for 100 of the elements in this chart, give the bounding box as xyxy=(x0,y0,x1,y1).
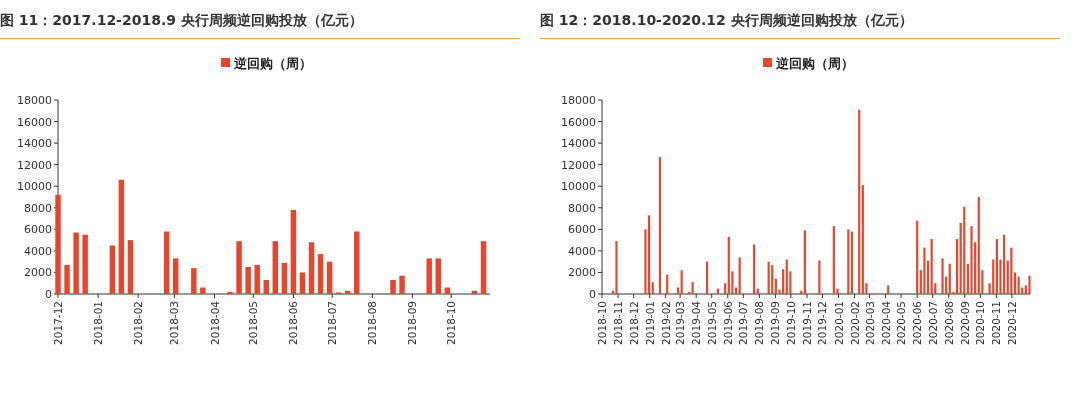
bar xyxy=(771,264,774,294)
x-tick-label: 2018-10 xyxy=(445,301,458,345)
bar xyxy=(727,236,730,294)
x-tick-label: 2017-12 xyxy=(52,301,64,345)
bar xyxy=(200,287,206,294)
bar xyxy=(1003,234,1006,294)
bar xyxy=(995,239,998,294)
x-tick-label: 2018-06 xyxy=(287,300,300,345)
bar xyxy=(73,232,79,294)
bar xyxy=(272,241,279,294)
bar xyxy=(847,229,850,294)
bar xyxy=(127,240,134,294)
x-tick-label: 2019-06 xyxy=(721,300,734,345)
y-tick-label: 6000 xyxy=(24,223,52,237)
x-tick-label: 2020-06 xyxy=(911,300,924,345)
bar xyxy=(82,234,88,294)
bar xyxy=(399,275,405,294)
x-tick-label: 2020-01 xyxy=(832,301,845,345)
y-tick-label: 0 xyxy=(589,288,596,301)
bar xyxy=(308,242,315,294)
bar xyxy=(930,239,933,294)
x-tick-label: 2019-05 xyxy=(705,301,718,345)
bar xyxy=(299,272,306,294)
y-tick-label: 8000 xyxy=(24,201,52,215)
bar xyxy=(970,226,973,294)
x-tick-label: 2019-02 xyxy=(659,301,672,345)
bar xyxy=(1017,276,1020,294)
bar xyxy=(955,239,959,294)
bar xyxy=(426,258,432,294)
x-tick-label: 2018-10 xyxy=(596,301,608,345)
x-tick-label: 2020-10 xyxy=(974,301,987,345)
y-tick-label: 4000 xyxy=(568,244,596,258)
x-tick-label: 2018-09 xyxy=(406,301,419,345)
bar xyxy=(992,259,995,294)
bar xyxy=(390,279,396,294)
x-tick-label: 2018-02 xyxy=(132,301,145,345)
y-tick-label: 14000 xyxy=(561,137,596,151)
x-tick-label: 2019-12 xyxy=(816,301,829,345)
bar xyxy=(832,226,835,294)
y-tick-label: 14000 xyxy=(17,137,52,151)
y-tick-label: 10000 xyxy=(561,180,596,194)
y-tick-label: 16000 xyxy=(17,115,52,129)
bar xyxy=(317,254,324,294)
x-tick-label: 2018-12 xyxy=(627,301,640,345)
bar xyxy=(705,261,709,294)
bar xyxy=(172,258,179,294)
x-tick-label: 2020-12 xyxy=(1005,301,1018,345)
bar xyxy=(923,247,926,294)
bar xyxy=(109,245,116,294)
legend-label: 逆回购（周） xyxy=(775,56,854,71)
x-tick-label: 2019-08 xyxy=(753,301,766,345)
y-tick-label: 0 xyxy=(45,288,52,301)
y-tick-label: 4000 xyxy=(24,244,52,258)
bar xyxy=(1028,275,1031,294)
bar xyxy=(651,282,654,294)
x-tick-label: 2018-11 xyxy=(612,301,625,345)
bar xyxy=(1010,247,1013,294)
y-tick-label: 18000 xyxy=(17,94,52,107)
bar xyxy=(236,241,242,294)
legend-label: 逆回购（周） xyxy=(233,56,312,71)
x-tick-label: 2020-09 xyxy=(958,301,971,345)
bar xyxy=(887,285,890,294)
x-tick-label: 2019-07 xyxy=(737,301,750,345)
x-tick-label: 2018-07 xyxy=(326,301,339,345)
y-tick-label: 2000 xyxy=(24,266,52,280)
bar xyxy=(738,257,741,294)
x-tick-label: 2019-04 xyxy=(690,300,703,345)
bar xyxy=(281,262,288,294)
bar xyxy=(666,274,669,294)
y-tick-label: 16000 xyxy=(561,115,596,129)
bar xyxy=(774,278,777,294)
bar xyxy=(767,261,770,294)
bar xyxy=(480,241,487,294)
bar xyxy=(227,291,233,294)
bar xyxy=(861,185,864,294)
bar xyxy=(64,264,70,294)
bar xyxy=(191,268,197,294)
x-tick-label: 2020-07 xyxy=(926,301,939,345)
bar xyxy=(941,258,944,294)
x-tick-label: 2019-11 xyxy=(800,301,813,345)
bar xyxy=(753,244,756,294)
x-tick-label: 2018-01 xyxy=(92,301,105,345)
bar xyxy=(948,263,951,294)
x-tick-label: 2020-05 xyxy=(895,301,908,345)
x-tick-label: 2020-04 xyxy=(879,300,892,345)
bar xyxy=(1013,272,1017,294)
y-tick-label: 12000 xyxy=(17,158,52,172)
bar xyxy=(245,267,251,294)
bar xyxy=(163,231,170,294)
chart-title: 图 12：2018.10-2020.12 央行周频逆回购投放（亿元） xyxy=(540,12,1060,39)
bar xyxy=(354,231,360,294)
bar xyxy=(916,220,919,294)
x-tick-label: 2020-02 xyxy=(848,301,861,345)
bar xyxy=(290,209,297,294)
bar xyxy=(648,215,651,294)
y-tick-label: 6000 xyxy=(568,223,596,237)
bar xyxy=(858,109,861,294)
y-tick-label: 8000 xyxy=(568,201,596,215)
x-tick-label: 2020-03 xyxy=(863,301,876,345)
x-tick-label: 2019-09 xyxy=(769,301,782,345)
